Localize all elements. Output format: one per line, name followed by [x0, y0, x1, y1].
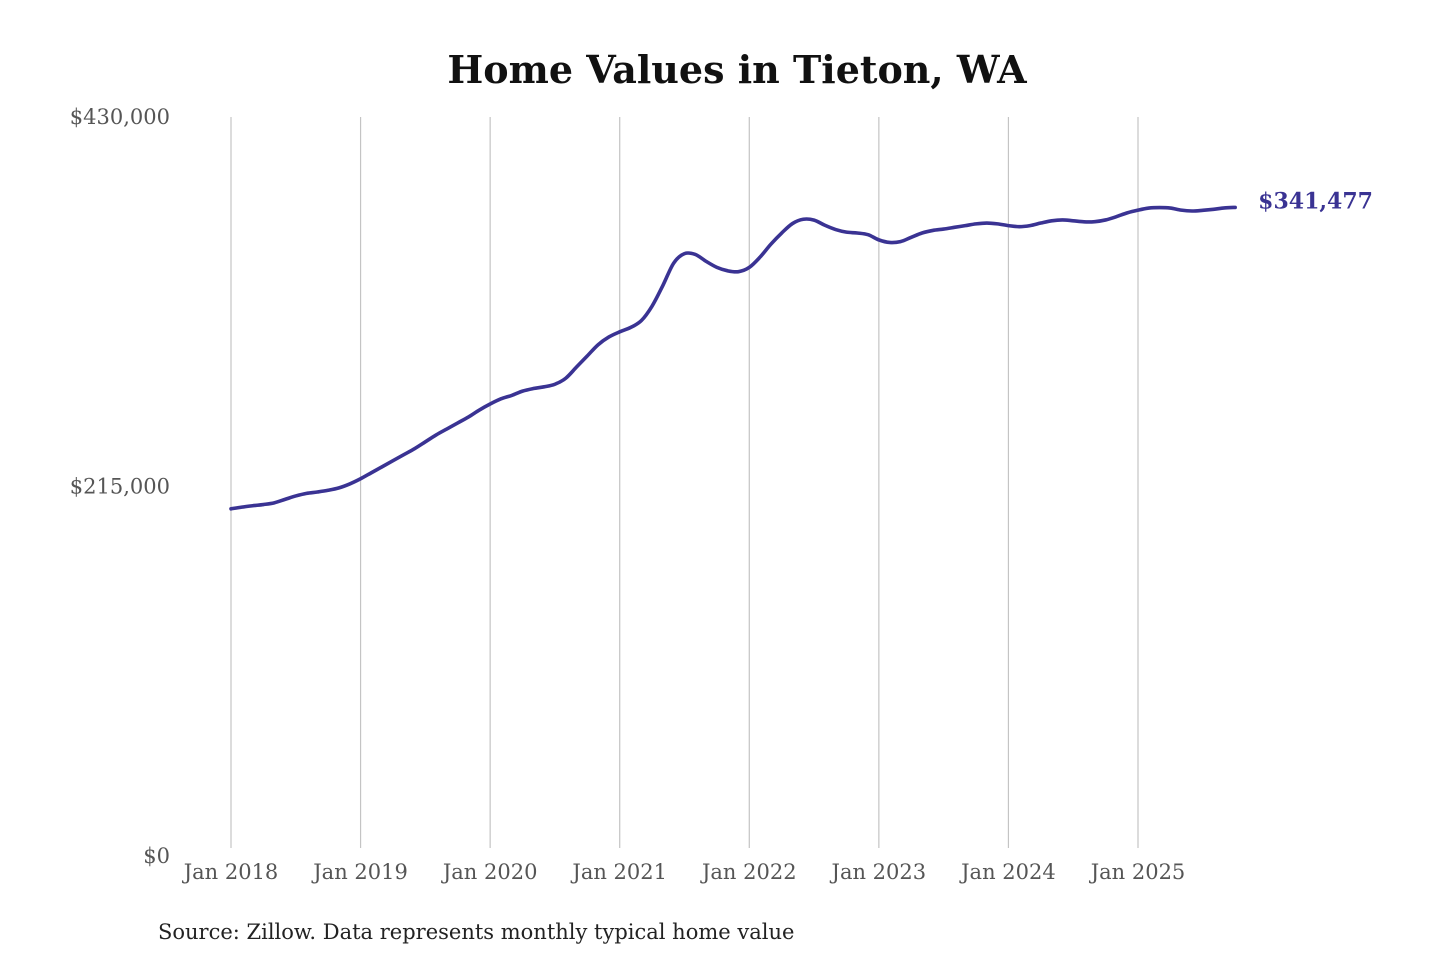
chart-title: Home Values in Tieton, WA [447, 47, 1027, 92]
vertical-gridlines [230, 117, 1139, 848]
y-tick-label: $215,000 [70, 475, 170, 499]
x-tick-label: Jan 2024 [959, 860, 1056, 884]
y-axis-tick-labels: $430,000 $215,000 $0 [70, 105, 170, 868]
x-tick-label: Jan 2019 [311, 860, 408, 884]
home-value-line [229, 205, 1237, 511]
source-note: Source: Zillow. Data represents monthly … [158, 920, 794, 944]
x-tick-label: Jan 2025 [1089, 860, 1186, 884]
x-tick-label: Jan 2022 [700, 860, 797, 884]
x-tick-label: Jan 2020 [441, 860, 538, 884]
x-tick-label: Jan 2023 [830, 860, 927, 884]
y-tick-label: $430,000 [70, 105, 170, 129]
latest-value-label: $341,477 [1258, 188, 1373, 214]
x-tick-label: Jan 2021 [570, 860, 667, 884]
y-tick-label: $0 [143, 844, 170, 868]
x-tick-label: Jan 2018 [182, 860, 279, 884]
x-axis-tick-labels: Jan 2018 Jan 2019 Jan 2020 Jan 2021 Jan 2022… [182, 860, 1186, 884]
